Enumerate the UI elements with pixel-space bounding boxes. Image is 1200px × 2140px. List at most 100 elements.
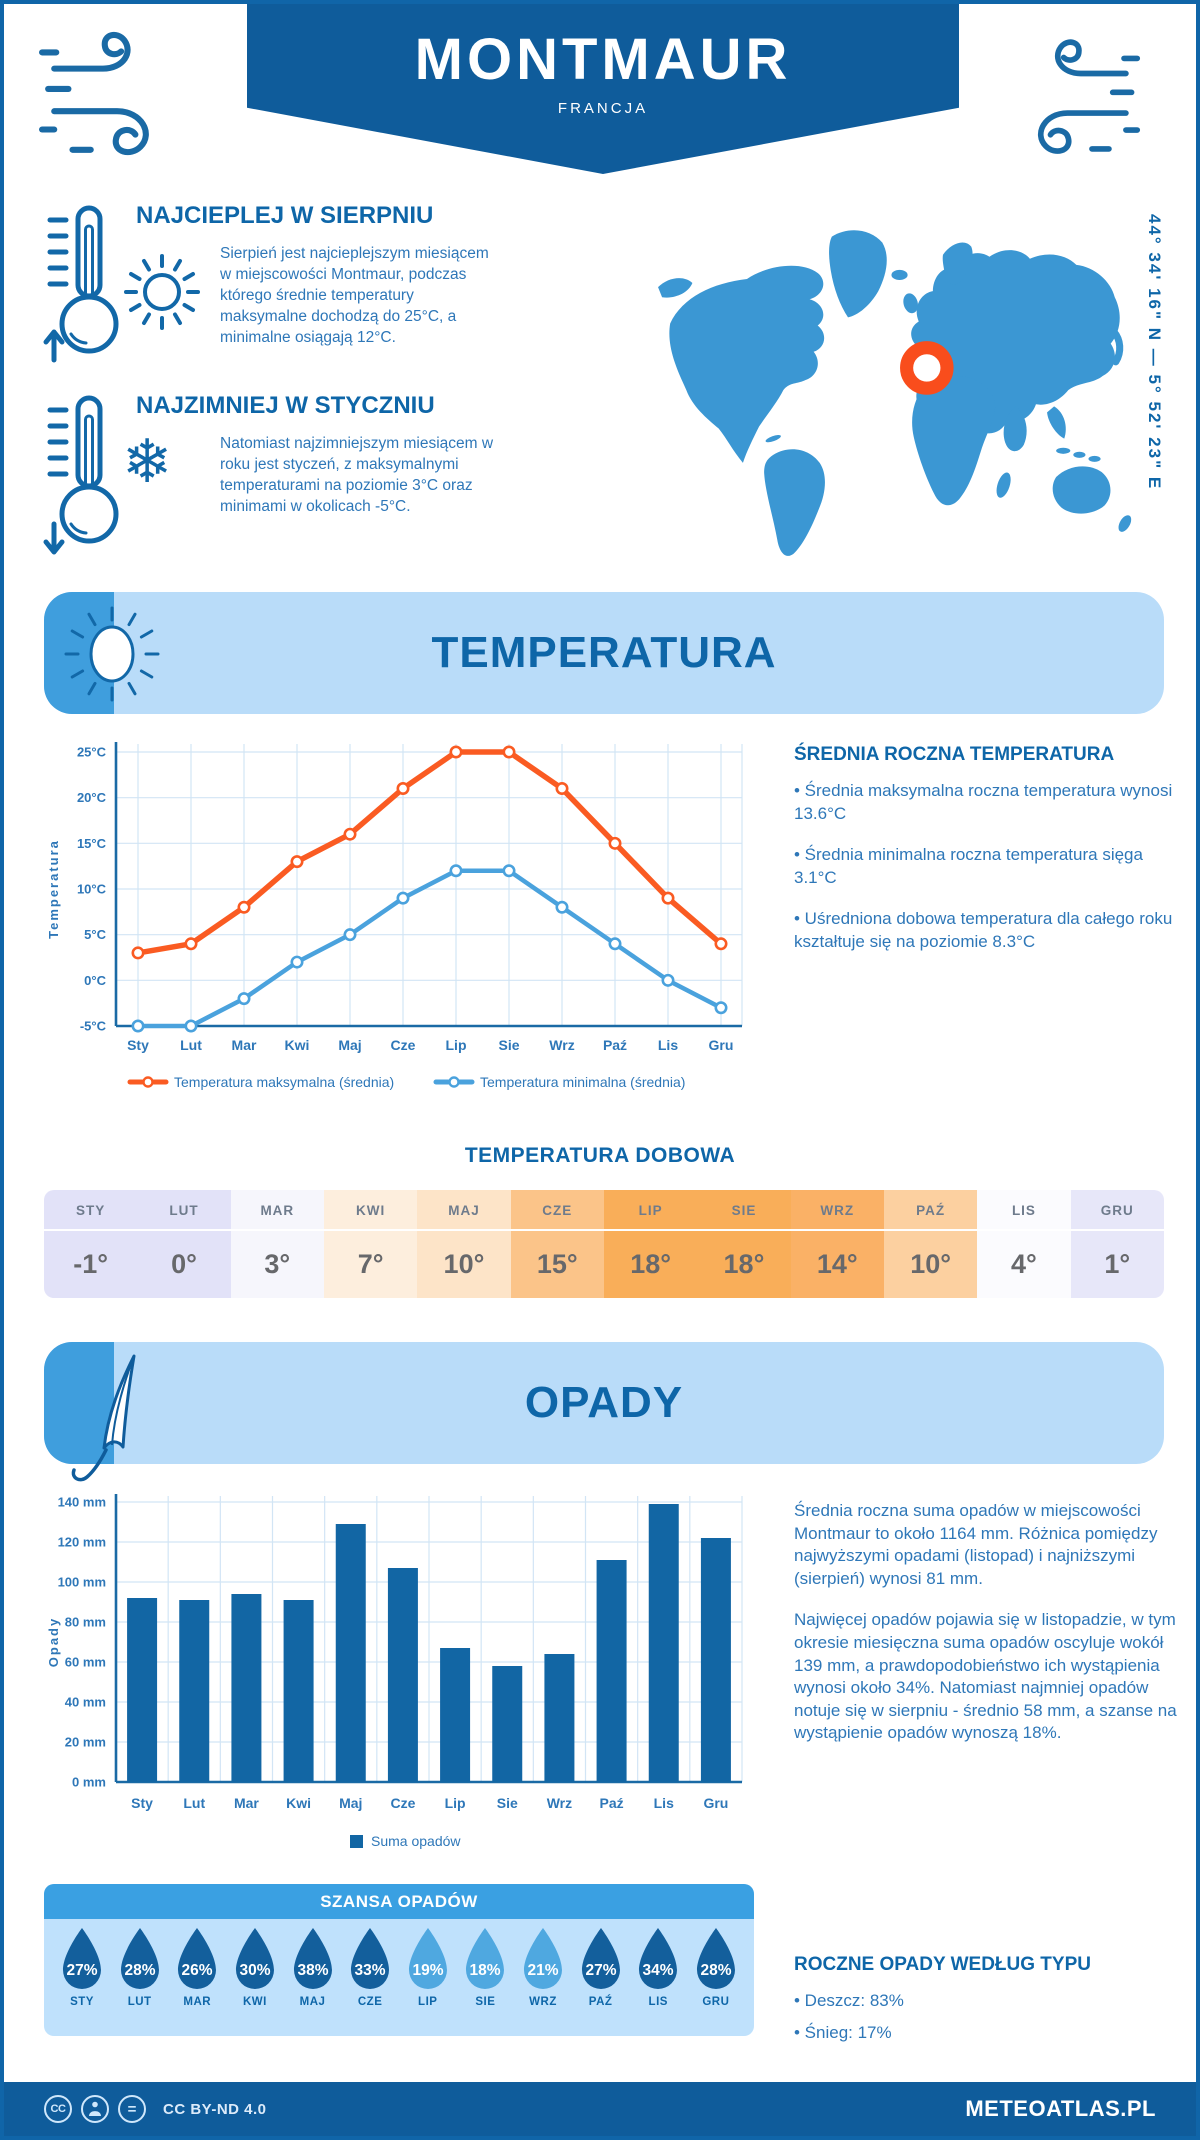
data-point	[184, 1019, 198, 1033]
rain-chance-item: 19% LIP	[402, 1926, 454, 2008]
data-point	[290, 955, 304, 969]
rain-chance-month: KWI	[242, 1996, 267, 2008]
data-point	[396, 782, 410, 796]
rain-chance-item: 26% MAR	[171, 1926, 223, 2008]
svg-text:Paź: Paź	[603, 1037, 627, 1053]
raindrop-icon: 30%	[235, 1928, 274, 1990]
coordinates-label: 44° 34' 16" N — 5° 52' 23" E	[1145, 214, 1164, 491]
data-point	[555, 900, 569, 914]
daily-temp-column: LIP 18°	[603, 1190, 698, 1298]
data-point	[714, 1001, 728, 1015]
precip-bar	[440, 1648, 471, 1782]
raindrop-icon: 33%	[351, 1928, 390, 1990]
daily-temp-column: WRZ 14°	[790, 1190, 884, 1298]
sun-icon	[124, 254, 200, 330]
daily-temp-value: 0°	[171, 1249, 197, 1279]
rain-chance-row: 27% STY 28% LUT 26% MAR 30% KWI 38% MAJ 33% CZE 19% L…	[44, 1919, 754, 2008]
rain-chance-value: 26%	[182, 1962, 213, 1979]
daily-temp-column: CZE 15°	[510, 1190, 604, 1298]
svg-text:20 mm: 20 mm	[65, 1735, 106, 1750]
daily-temp-value: 18°	[723, 1249, 765, 1279]
precip-type-bullets: • Deszcz: 83% • Śnieg: 17%	[794, 1990, 1182, 2053]
daily-temp-month: CZE	[510, 1190, 604, 1231]
annual-temp-heading: ŚREDNIA ROCZNA TEMPERATURA	[794, 744, 1115, 765]
svg-text:Opady: Opady	[46, 1617, 61, 1667]
rain-chance-month: PAŹ	[588, 1996, 613, 2008]
precip-bar	[127, 1598, 158, 1782]
svg-text:140 mm: 140 mm	[58, 1495, 106, 1510]
raindrop-icon: 18%	[466, 1928, 505, 1990]
rain-chance-item: 18% SIE	[459, 1926, 511, 2008]
data-point	[343, 928, 357, 942]
daily-temp-value: 1°	[1104, 1249, 1131, 1279]
svg-text:80 mm: 80 mm	[65, 1615, 106, 1630]
rain-chance-month: WRZ	[529, 1996, 557, 2008]
data-point	[449, 864, 463, 878]
svg-text:10°C: 10°C	[77, 882, 107, 897]
svg-text:Kwi: Kwi	[286, 1795, 311, 1811]
daily-temp-column: KWI 7°	[323, 1190, 418, 1298]
rain-chance-month: MAJ	[299, 1996, 326, 2008]
rain-chance-value: 28%	[124, 1962, 155, 1979]
japan-island	[1110, 328, 1124, 366]
rain-chance-month: LIS	[648, 1996, 668, 2008]
svg-text:Cze: Cze	[391, 1037, 416, 1053]
data-point	[449, 745, 463, 759]
rain-chance-value: 21%	[527, 1962, 558, 1979]
svg-text:Lip: Lip	[446, 1037, 467, 1053]
svg-text:Gru: Gru	[703, 1795, 728, 1811]
daily-temp-column: GRU 1°	[1070, 1190, 1164, 1298]
daily-temp-month: LIP	[603, 1190, 698, 1231]
rain-chance-month: LIP	[418, 1996, 438, 2008]
daily-temp-column: PAŹ 10°	[883, 1190, 978, 1298]
page-title: MONTMAUR	[414, 27, 792, 92]
rain-chance-value: 27%	[585, 1962, 616, 1979]
annual-temp-bullet: • Uśredniona dobowa temperatura dla całe…	[794, 909, 1173, 952]
svg-text:Wrz: Wrz	[547, 1795, 572, 1811]
precip-bar	[544, 1654, 575, 1782]
svg-text:Temperatura minimalna (średnia: Temperatura minimalna (średnia)	[480, 1074, 685, 1090]
daily-temp-column: LIS 4°	[977, 1190, 1071, 1298]
daily-temp-value: 3°	[264, 1249, 291, 1279]
warm-title: NAJCIEPLEJ W SIERPNIU	[136, 202, 434, 229]
svg-text:0 mm: 0 mm	[72, 1775, 106, 1790]
daily-temp-value: 15°	[536, 1249, 578, 1279]
wind-icon	[1037, 39, 1141, 154]
svg-text:Lis: Lis	[658, 1037, 678, 1053]
svg-text:Lis: Lis	[654, 1795, 674, 1811]
attribution-person-icon	[81, 2095, 109, 2123]
data-point	[131, 946, 145, 960]
daily-temp-value: 7°	[357, 1249, 384, 1279]
daily-temp-column: MAR 3°	[230, 1190, 324, 1298]
rain-chance-item: 34% LIS	[632, 1926, 684, 2008]
world-map	[658, 230, 1132, 556]
daily-temp-column: SIE 18°	[697, 1190, 791, 1298]
snowflake-icon: ❄	[122, 428, 173, 495]
svg-text:Sie: Sie	[498, 1037, 519, 1053]
rain-chance-month: GRU	[702, 1996, 730, 2008]
rain-chance-item: 28% GRU	[690, 1926, 742, 2008]
precip-bar	[335, 1524, 366, 1782]
svg-text:5°C: 5°C	[84, 927, 106, 942]
temperature-section-title: TEMPERATURA	[431, 628, 777, 677]
license-label: CC BY-ND 4.0	[163, 2100, 267, 2118]
svg-text:Gru: Gru	[709, 1037, 734, 1053]
precip-type-bullet: • Deszcz: 83%	[794, 1991, 904, 2010]
rain-chance-item: 27% PAŹ	[575, 1926, 627, 2008]
svg-text:60 mm: 60 mm	[65, 1655, 106, 1670]
daily-temp-month: MAR	[230, 1190, 324, 1231]
svg-text:0°C: 0°C	[84, 973, 106, 988]
series-line	[135, 749, 724, 956]
thermometer-down-icon	[43, 395, 119, 555]
raindrop-icon: 19%	[408, 1928, 447, 1990]
page-subtitle: FRANCJA	[557, 100, 649, 117]
thermometer-up-icon	[43, 205, 119, 363]
svg-text:Maj: Maj	[339, 1795, 362, 1811]
svg-text:120 mm: 120 mm	[58, 1535, 106, 1550]
daily-temp-heading: TEMPERATURA DOBOWA	[464, 1144, 736, 1167]
daily-temp-month: SIE	[697, 1190, 791, 1231]
daily-temp-value: 10°	[910, 1249, 952, 1279]
daily-temp-month: GRU	[1070, 1190, 1164, 1231]
data-point	[184, 937, 198, 951]
